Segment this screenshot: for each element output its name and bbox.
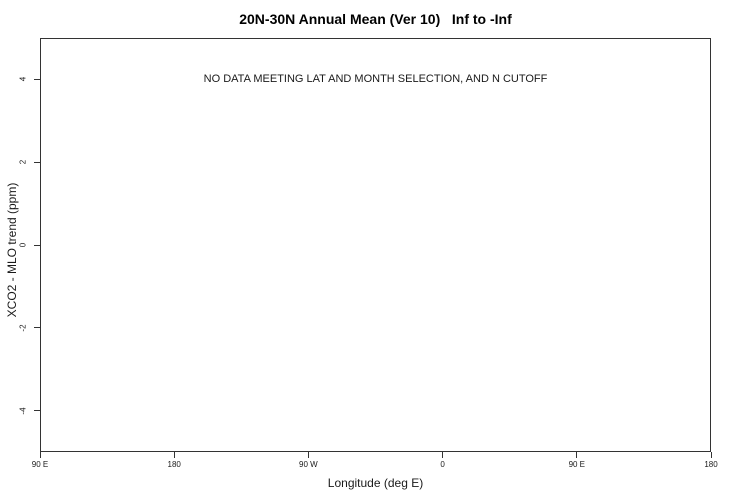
y-tick-mark <box>34 327 40 329</box>
x-tick-label: 90 E <box>31 460 49 469</box>
x-tick-label: 180 <box>167 460 181 469</box>
x-tick-mark <box>710 452 712 458</box>
y-tick-mark <box>34 78 40 80</box>
x-tick-mark <box>307 452 309 458</box>
y-tick-label: 4 <box>18 77 28 82</box>
no-data-message: NO DATA MEETING LAT AND MONTH SELECTION,… <box>203 73 548 85</box>
y-tick-mark <box>34 161 40 163</box>
plot-area: NO DATA MEETING LAT AND MONTH SELECTION,… <box>40 38 711 452</box>
x-tick-mark <box>442 452 444 458</box>
x-tick-label: 90 W <box>299 460 318 469</box>
y-tick-label: -4 <box>18 407 28 415</box>
x-tick-label: 90 E <box>568 460 586 469</box>
y-tick-mark <box>34 244 40 246</box>
x-tick-label: 180 <box>704 460 718 469</box>
y-tick-mark <box>34 410 40 412</box>
x-tick-mark <box>173 452 175 458</box>
x-axis-label: Longitude (deg E) <box>327 476 424 490</box>
x-tick-mark <box>39 452 41 458</box>
x-tick-label: 0 <box>440 460 445 469</box>
x-tick-mark <box>576 452 578 458</box>
y-tick-label: 0 <box>18 242 28 248</box>
y-axis-label: XCO2 - MLO trend (ppm) <box>5 182 19 318</box>
chart-title: 20N-30N Annual Mean (Ver 10) Inf to -Inf <box>239 11 512 27</box>
y-tick-label: -2 <box>18 324 28 332</box>
y-tick-label: 2 <box>18 159 28 165</box>
